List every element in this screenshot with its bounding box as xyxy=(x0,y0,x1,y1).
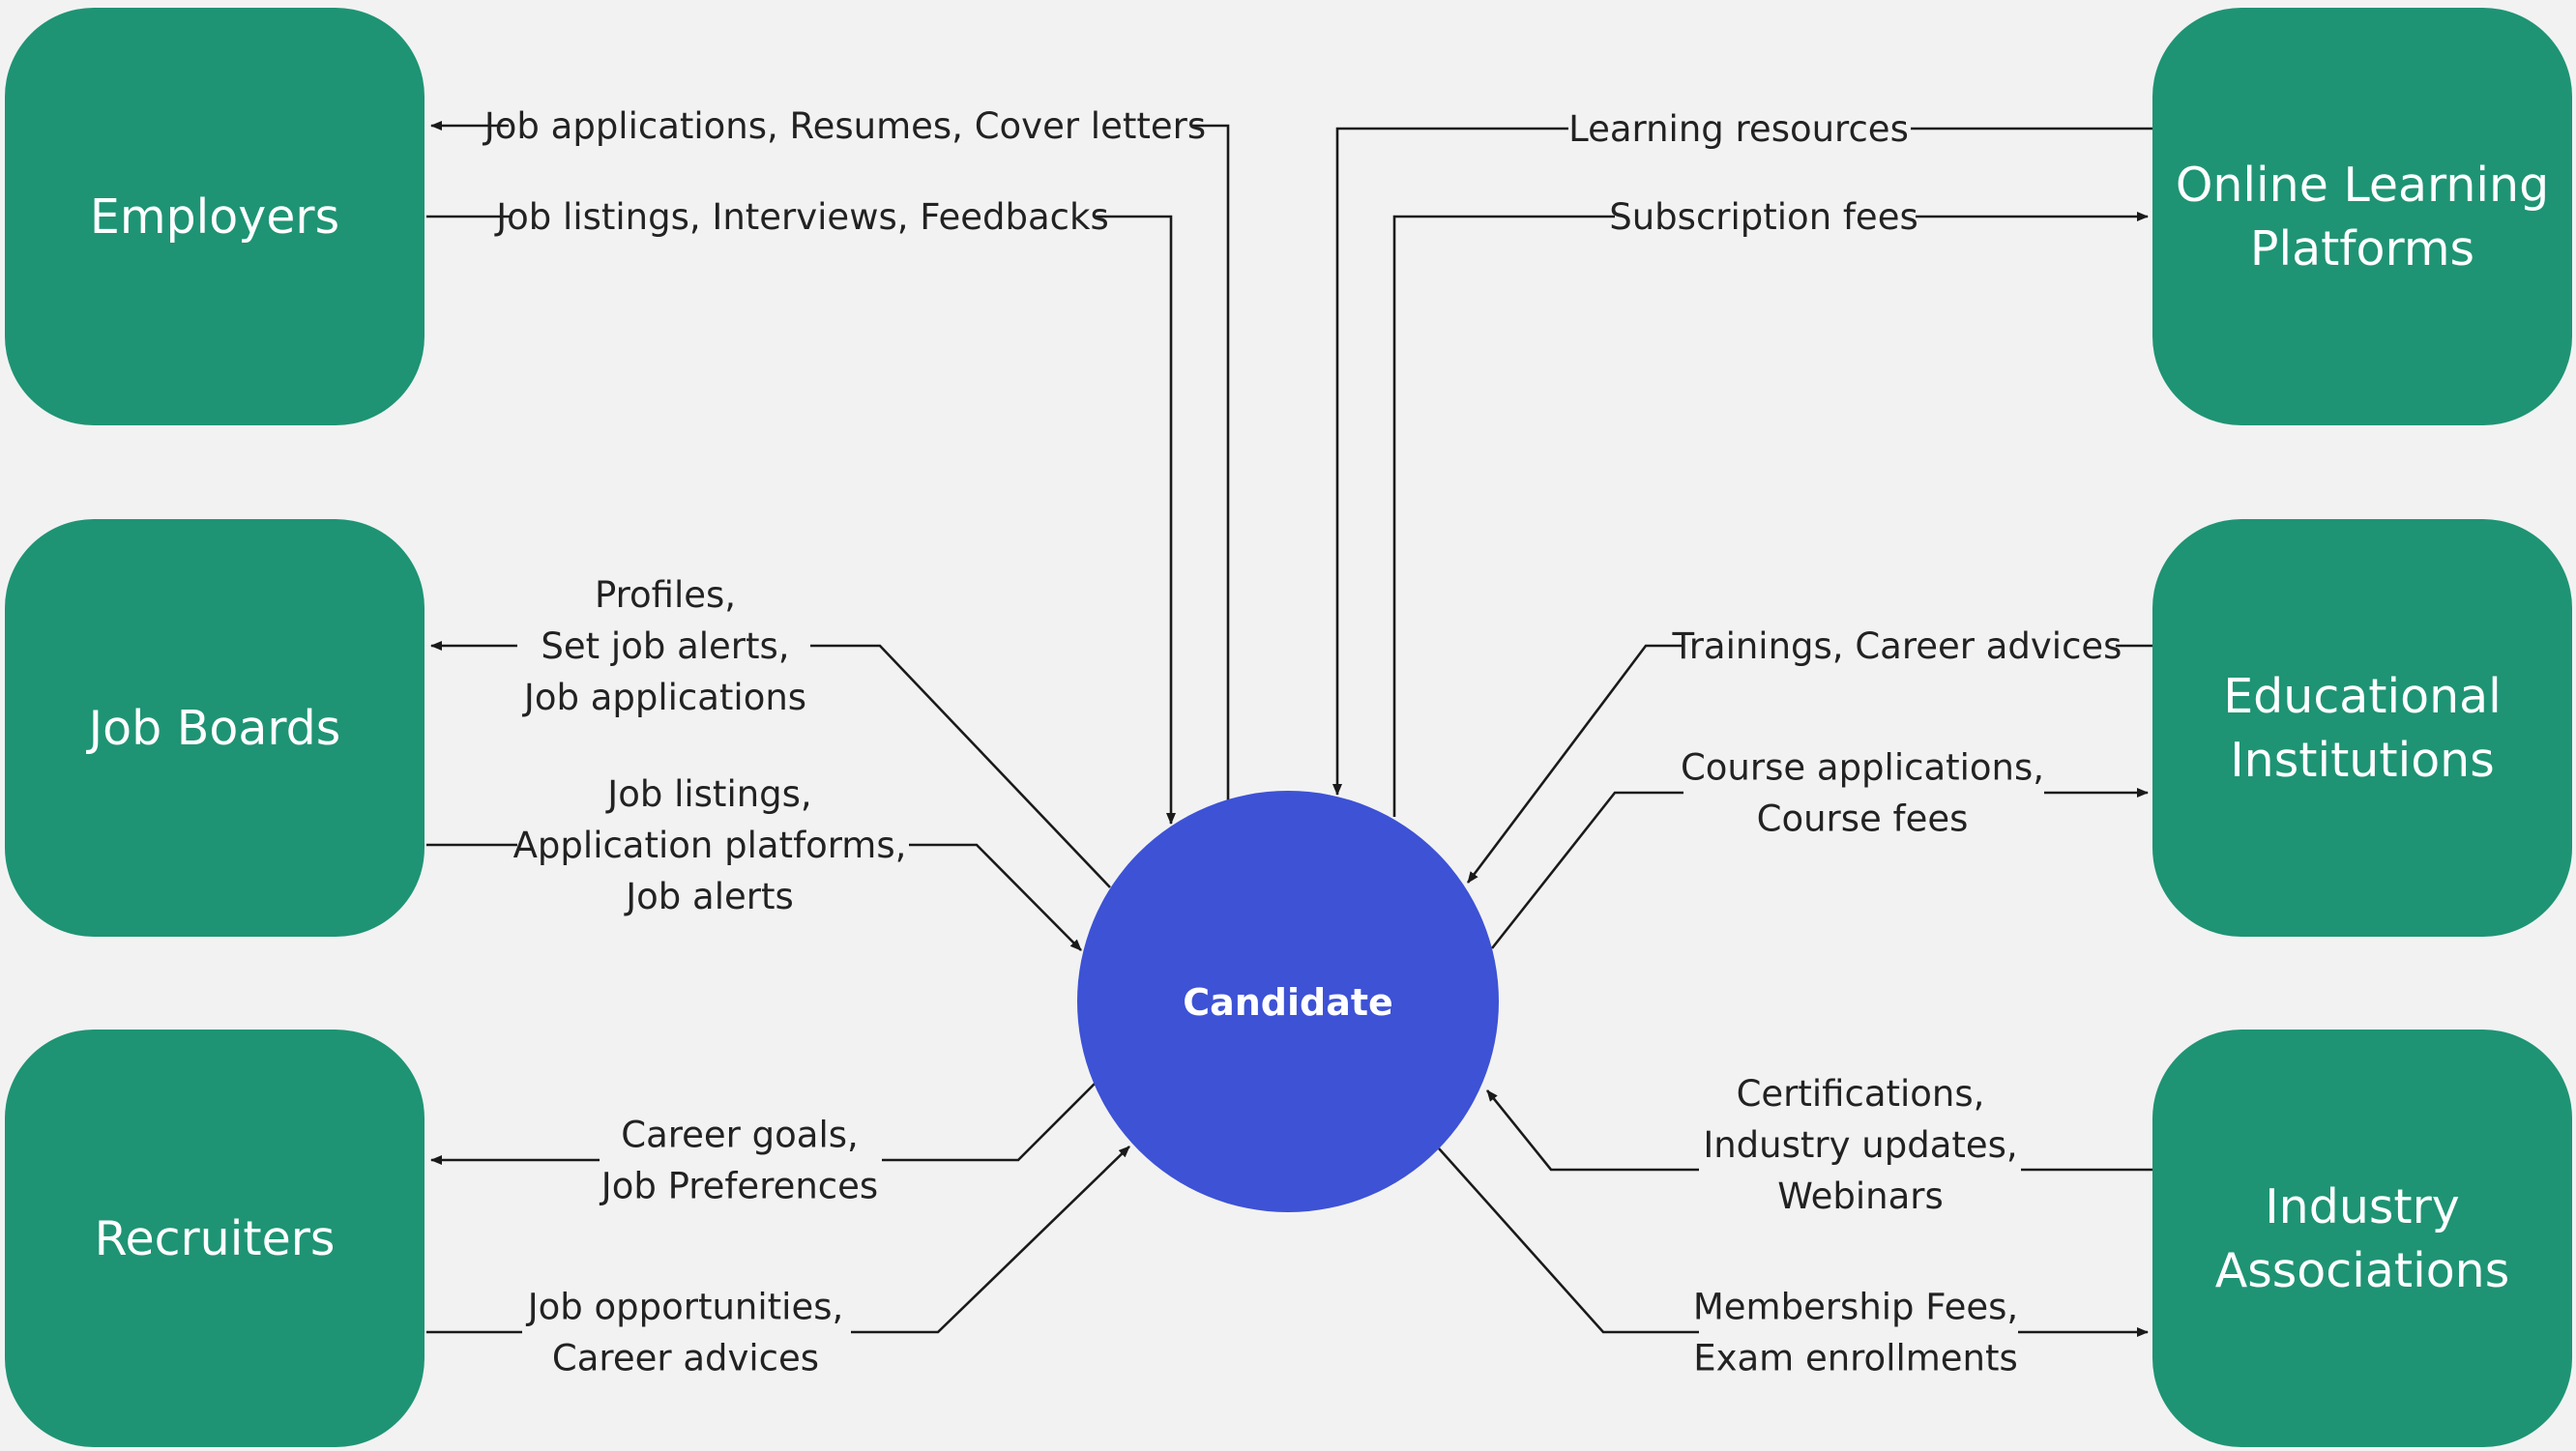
flow-label-line: Set job alerts, xyxy=(541,625,789,667)
flow-label-line: Course fees xyxy=(1757,798,1969,840)
entity-label: Associations xyxy=(2215,1243,2510,1298)
flow-label-edu-in: Trainings, Career advices xyxy=(1672,625,2122,667)
entity-job-boards: Job Boards xyxy=(5,519,424,937)
flow-label-line: Industry updates, xyxy=(1703,1124,2017,1166)
flow-online-out xyxy=(1392,212,2149,817)
connector-arrow xyxy=(1332,127,1568,796)
flow-label-line: Profiles, xyxy=(595,574,736,616)
flow-label-employers-out: Job listings, Interviews, Feedbacks xyxy=(494,196,1108,238)
entity-label: Platforms xyxy=(2250,221,2474,276)
flow-edu-out xyxy=(1490,788,2149,949)
entity-online-learning: Online Learning Platforms xyxy=(2152,8,2572,425)
flow-label-industry-out: Membership Fees, Exam enrollments xyxy=(1693,1287,2018,1379)
flow-recruiters-out xyxy=(426,1146,1130,1334)
candidate-node: Candidate xyxy=(1077,791,1499,1212)
flow-label-line: Career goals, xyxy=(621,1115,859,1156)
flow-label-line: Career advices xyxy=(552,1338,819,1379)
entity-employers: Employers xyxy=(5,8,424,425)
flow-online-in xyxy=(1332,127,2152,796)
flow-label-line: Subscription fees xyxy=(1609,196,1918,238)
entity-label: Job Boards xyxy=(86,701,341,756)
flow-label-jobboards-in: Profiles, Set job alerts, Job applications xyxy=(522,574,806,718)
connectors xyxy=(426,121,2152,1337)
connector-arrow xyxy=(1466,644,1684,884)
entity-label: Online Learning xyxy=(2176,158,2549,213)
entity-box xyxy=(2152,8,2572,425)
entity-label: Industry xyxy=(2265,1179,2460,1234)
flow-label-line: Job Preferences xyxy=(600,1166,878,1207)
flow-employers-out xyxy=(426,215,1176,825)
flow-label-line: Job applications xyxy=(522,677,806,718)
flow-label-online-in: Learning resources xyxy=(1568,108,1909,150)
entity-box xyxy=(5,519,424,937)
entity-educational: Educational Institutions xyxy=(2152,519,2572,937)
flow-label-line: Application platforms, xyxy=(513,825,907,866)
flow-employers-in xyxy=(430,121,1230,800)
entity-recruiters: Recruiters xyxy=(5,1030,424,1447)
nodes: Employers Job Boards Recruiters Online Lear… xyxy=(5,8,2572,1447)
flow-label-line: Course applications, xyxy=(1681,747,2044,789)
entity-industry: Industry Associations xyxy=(2152,1030,2572,1447)
connector-arrow xyxy=(851,1146,1130,1334)
flow-label-line: Job listings, xyxy=(605,773,811,815)
flow-label-line: Membership Fees, xyxy=(1693,1287,2018,1328)
candidate-circle xyxy=(1077,791,1499,1212)
connector-arrow xyxy=(909,843,1082,951)
flow-industry-out xyxy=(1438,1147,2149,1337)
flow-label-recruiters-in: Career goals, Job Preferences xyxy=(600,1115,878,1207)
flow-label-line: Job alerts xyxy=(624,876,794,917)
entity-label: Employers xyxy=(90,189,339,245)
entity-box xyxy=(2152,1030,2572,1447)
entity-label: Recruiters xyxy=(95,1211,336,1266)
entity-label: Institutions xyxy=(2230,733,2495,788)
flow-label-line: Trainings, Career advices xyxy=(1672,625,2122,667)
flow-jobboards-in xyxy=(430,641,1111,888)
flow-label-line: Job applications, Resumes, Cover letters xyxy=(483,105,1206,147)
flow-label-line: Job opportunities, xyxy=(526,1287,844,1328)
connector-arrow xyxy=(1095,215,1176,825)
flow-jobboards-out xyxy=(426,843,1082,951)
flow-label-employers-in: Job applications, Resumes, Cover letters xyxy=(483,105,1206,147)
candidate-label: Candidate xyxy=(1183,981,1393,1024)
entity-label: Educational xyxy=(2223,669,2502,724)
flow-label-line: Job listings, Interviews, Feedbacks xyxy=(494,196,1108,238)
flow-label-line: Learning resources xyxy=(1568,108,1909,150)
connector-segment xyxy=(810,644,1111,888)
flow-labels: Job applications, Resumes, Cover letters… xyxy=(483,105,2122,1379)
flow-label-line: Exam enrollments xyxy=(1693,1338,2018,1379)
flow-label-edu-out: Course applications, Course fees xyxy=(1681,747,2044,840)
connector-segment xyxy=(882,1082,1097,1162)
flow-label-online-out: Subscription fees xyxy=(1609,196,1918,238)
entity-box xyxy=(5,1030,424,1447)
flow-label-industry-in: Certifications, Industry updates, Webinars xyxy=(1703,1073,2017,1217)
flow-industry-in xyxy=(1485,1089,2152,1172)
connector-arrow xyxy=(1485,1089,1699,1172)
entity-box xyxy=(2152,519,2572,937)
connector-segment xyxy=(1392,215,1615,817)
connector-segment xyxy=(1192,124,1230,800)
flow-label-line: Certifications, xyxy=(1737,1073,1985,1115)
flow-label-line: Webinars xyxy=(1777,1175,1944,1217)
entity-box xyxy=(5,8,424,425)
connector-segment xyxy=(1438,1147,1699,1334)
flow-label-recruiters-out: Job opportunities, Career advices xyxy=(526,1287,844,1379)
connector-segment xyxy=(1490,791,1683,949)
flow-label-jobboards-out: Job listings, Application platforms, Job a… xyxy=(513,773,907,917)
flow-recruiters-in xyxy=(430,1082,1097,1165)
flow-edu-in xyxy=(1466,644,2152,884)
